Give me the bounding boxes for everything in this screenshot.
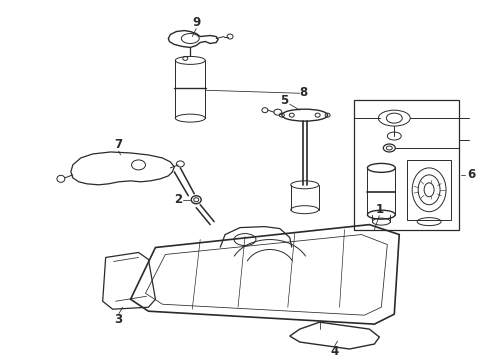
Text: 7: 7	[115, 139, 122, 152]
Text: 1: 1	[375, 203, 383, 216]
Text: 5: 5	[280, 94, 288, 107]
Text: 4: 4	[330, 345, 339, 357]
Text: 8: 8	[299, 86, 308, 99]
Text: 9: 9	[192, 16, 200, 29]
Text: 2: 2	[174, 193, 182, 206]
Text: 6: 6	[467, 168, 475, 181]
Text: 3: 3	[115, 312, 122, 326]
